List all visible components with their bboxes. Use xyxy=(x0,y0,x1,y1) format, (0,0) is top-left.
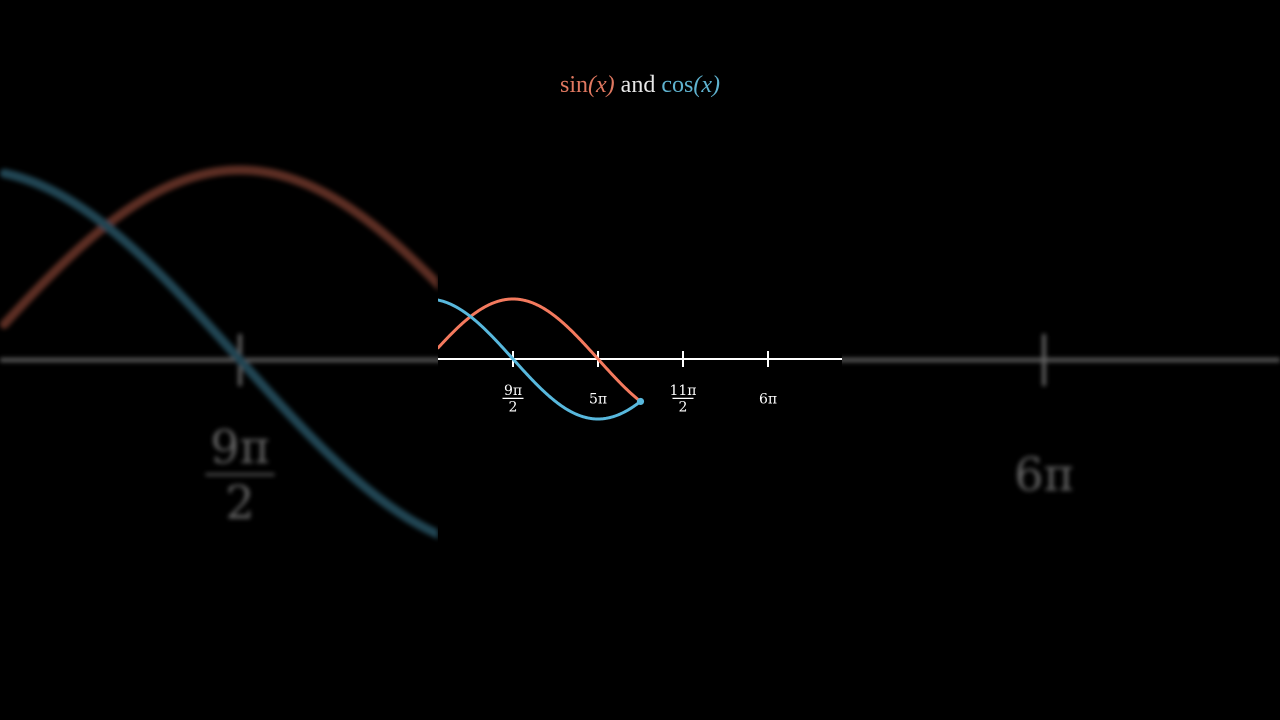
endpoint-dot xyxy=(631,484,653,506)
cos-curve xyxy=(0,168,438,540)
cos-curve xyxy=(438,298,642,421)
title-sin: sin(x) xyxy=(560,72,615,98)
cos-label: cos xyxy=(661,72,694,98)
sin-arg: (x) xyxy=(588,72,615,98)
sin-curve xyxy=(438,297,642,403)
tick-label-denominator: 2 xyxy=(679,400,688,416)
inset-panel xyxy=(438,0,842,720)
tick-label-numerator: 9π xyxy=(504,383,522,399)
tick-label-numerator: 11π xyxy=(732,420,821,474)
tick-label-denominator: 2 xyxy=(225,475,254,529)
tick-label: 5π xyxy=(478,448,538,502)
title-cos: cos(x) xyxy=(661,72,720,98)
tick-label-denominator: 2 xyxy=(509,400,518,416)
tick-label: 5π xyxy=(589,391,607,407)
tick-label: 6π xyxy=(1014,448,1074,502)
tick-label-numerator: 9π xyxy=(210,420,270,474)
sin-curve xyxy=(0,165,438,329)
tick-label: 6π xyxy=(759,391,777,407)
tick-label-numerator: 11π xyxy=(669,383,696,399)
endpoint-dot xyxy=(636,397,645,406)
sin-label: sin xyxy=(560,72,589,98)
tick-label-denominator: 2 xyxy=(761,475,790,529)
cos-arg: (x) xyxy=(693,72,720,98)
chart-title: sin(x) and cos(x) xyxy=(0,72,1280,99)
title-joiner: and xyxy=(620,72,656,98)
